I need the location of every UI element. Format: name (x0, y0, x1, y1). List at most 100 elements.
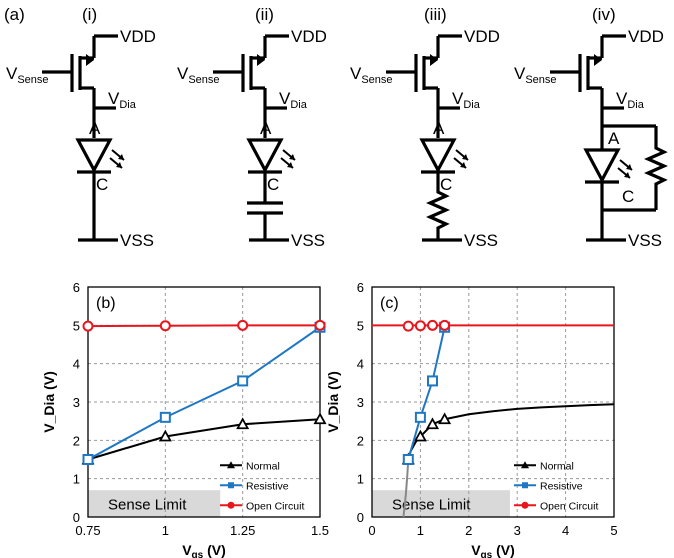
legend-label: Open Circuit (246, 500, 304, 512)
cathode-label: C (96, 175, 108, 194)
cathode-label: C (267, 175, 279, 194)
sense-limit-label: Sense Limit (392, 496, 471, 513)
legend-marker (227, 501, 235, 509)
x-tick-label: 3 (514, 523, 521, 538)
data-point (237, 375, 249, 387)
y-tick-label: 6 (73, 280, 80, 295)
x-tick-label: 0.75 (75, 523, 100, 538)
x-axis-label: Vgs (V) (182, 542, 226, 558)
vdia-label: VDia (279, 89, 308, 111)
data-point (414, 320, 426, 332)
y-axis-label: V_Dia (V) (325, 371, 341, 432)
legend-entry: Resistive (514, 480, 583, 492)
x-tick-label: 1.5 (311, 523, 329, 538)
vdd-label: VDD (464, 27, 500, 46)
legend-label: Normal (540, 460, 574, 472)
data-point (314, 319, 326, 331)
light-emission-icon (109, 149, 125, 169)
data-point (402, 320, 414, 332)
data-point (427, 375, 438, 387)
legend-marker (521, 461, 529, 469)
y-tick-label: 6 (357, 280, 364, 295)
data-point (158, 429, 172, 442)
circuit-label: (iv) (592, 5, 616, 24)
panel-label: (c) (380, 295, 399, 312)
y-tick-label: 4 (73, 357, 80, 372)
x-tick-label: 1 (417, 523, 424, 538)
x-axis-label: Vgs (V) (471, 542, 515, 558)
y-tick-label: 2 (73, 433, 80, 448)
x-tick-label: 1.25 (230, 523, 255, 538)
data-point (438, 412, 452, 425)
circuit-label: (iii) (424, 5, 447, 24)
vdia-label: VDia (108, 89, 137, 111)
circuit-label: (i) (82, 5, 97, 24)
data-point (414, 411, 426, 423)
light-emission-icon (617, 159, 633, 179)
vdd-label: VDD (628, 27, 664, 46)
series-line (87, 324, 320, 328)
legend-marker (228, 482, 234, 489)
circuit-iv: (iv) VDD VSS VSense VDia A C (514, 5, 668, 250)
y-tick-label: 0 (357, 510, 364, 525)
vss-label: VSS (628, 231, 662, 250)
legend-label: Normal (246, 460, 280, 472)
vss-label: VSS (120, 231, 154, 250)
data-point (402, 454, 414, 465)
series-open-circuit (82, 319, 326, 332)
x-tick-label: 4 (562, 523, 569, 538)
sense-limit-label: Sense Limit (108, 496, 187, 513)
data-point (82, 454, 94, 465)
light-emission-icon (453, 149, 469, 169)
x-tick-label: 1 (162, 523, 169, 538)
y-tick-label: 1 (357, 472, 364, 487)
legend-label: Resistive (540, 480, 583, 492)
vsense-label: VSense (6, 64, 49, 86)
panel-label: (b) (96, 295, 116, 312)
data-point (413, 429, 427, 442)
data-point (159, 320, 171, 332)
vss-label: VSS (464, 231, 498, 250)
y-tick-label: 2 (357, 433, 364, 448)
vsense-label: VSense (514, 64, 557, 86)
circuit-iii: (iii) VDD VSS VSense VDia A C (350, 5, 500, 250)
y-tick-label: 1 (73, 472, 80, 487)
y-tick-label: 5 (357, 318, 364, 333)
legend-entry: Normal (514, 460, 574, 472)
series-normal (81, 412, 327, 465)
circuit-i: (i) VDD VSS VSense VDia A C (6, 5, 156, 250)
y-axis-label: V_Dia (V) (41, 371, 57, 432)
legend-entry: Resistive (220, 480, 289, 492)
y-tick-label: 3 (357, 395, 364, 410)
legend-marker (521, 501, 529, 509)
chart-b: Sense Limit 0.75 1 1.25 1.5 0 1 2 3 4 5 6 Vgs (V) V_D… (41, 280, 329, 558)
data-point (425, 417, 440, 430)
x-tick-label: 0 (368, 523, 375, 538)
legend-label: Resistive (246, 480, 289, 492)
anode-label: A (260, 119, 272, 138)
series-normal (401, 403, 615, 518)
circuit-ii: (ii) VDD VSS VSense VDia A C (177, 5, 327, 250)
vdia-label: VDia (616, 89, 645, 111)
data-point (439, 319, 451, 331)
series-line (87, 326, 321, 461)
cathode-label: C (622, 187, 634, 206)
data-point (236, 417, 250, 430)
data-point (237, 319, 249, 331)
anode-label: A (433, 119, 445, 138)
series-line (87, 418, 321, 461)
sense-limit-band (88, 490, 221, 517)
vdd-label: VDD (291, 27, 327, 46)
data-point (159, 411, 171, 423)
vss-label: VSS (291, 231, 325, 250)
series-line (407, 324, 448, 460)
series-resistive (402, 321, 451, 465)
anode-label: A (608, 129, 620, 148)
series-resistive (82, 321, 326, 465)
chart-c: Sense Limit 0 1 2 3 4 5 0 1 2 3 4 5 6 Vgs (V) V_Dia (V)… (325, 280, 618, 558)
y-tick-label: 4 (357, 357, 364, 372)
series-line (407, 403, 615, 460)
x-tick-label: 2 (465, 523, 472, 538)
legend-entry: Normal (220, 460, 280, 472)
